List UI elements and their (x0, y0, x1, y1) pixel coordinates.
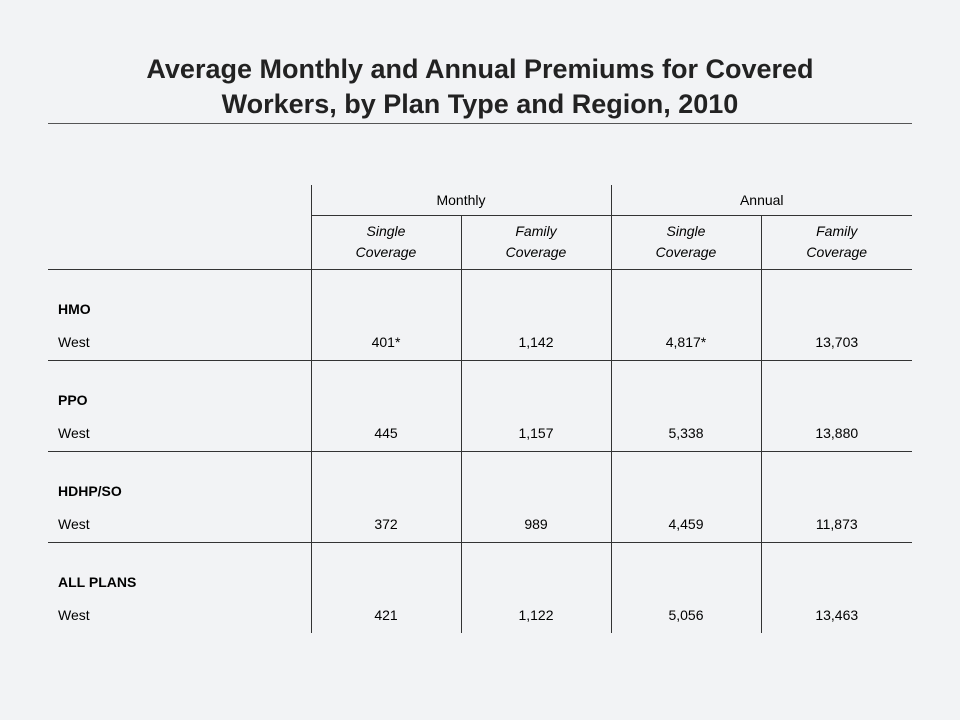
table-cell-empty (610, 451, 761, 506)
column-header-text: Coverage (355, 244, 417, 260)
column-header-text: Family (515, 223, 557, 239)
table-cell-empty (460, 451, 611, 506)
header-corner (48, 185, 311, 215)
table-cell-empty (310, 542, 461, 597)
column-header-text: Coverage (806, 244, 868, 260)
table-cell-value: 5,338 (610, 415, 761, 452)
table-group-row: HMO (48, 269, 912, 324)
table-cell-empty (310, 360, 461, 415)
table-cell-value: 1,122 (460, 597, 611, 633)
table-cell-value: 445 (310, 415, 461, 452)
column-header-text: Coverage (505, 244, 567, 260)
table-cell-value: 13,880 (760, 415, 912, 452)
table-cell-value: 13,463 (760, 597, 912, 633)
table-cell-value: 1,142 (460, 324, 611, 361)
table-cell-empty (610, 542, 761, 597)
column-header-text: Single (666, 223, 706, 239)
column-group-monthly: Monthly (310, 185, 611, 216)
table-cell-empty (460, 269, 611, 324)
table-cell-value: 5,056 (610, 597, 761, 633)
table-cell-value: 4,459 (610, 506, 761, 543)
column-group-annual: Annual (610, 185, 912, 216)
table-cell-empty (610, 360, 761, 415)
column-header-text: Single (366, 223, 406, 239)
table-group-row: HDHP/SO (48, 451, 912, 506)
table-row: West 421 1,122 5,056 13,463 (48, 597, 912, 633)
header-row-columns: Single Coverage Family Coverage Single C… (48, 215, 912, 270)
table-cell-value: 13,703 (760, 324, 912, 361)
column-header-text: Family (816, 223, 858, 239)
table-cell-empty (310, 451, 461, 506)
table-row: West 445 1,157 5,338 13,880 (48, 415, 912, 452)
region-label: West (48, 506, 311, 543)
column-header-monthly-family: Family Coverage (460, 215, 611, 270)
column-header-text: Coverage (655, 244, 717, 260)
table-cell-empty (610, 269, 761, 324)
table-cell-value: 401* (310, 324, 461, 361)
title-divider (48, 123, 912, 124)
table-group-row: PPO (48, 360, 912, 415)
plan-type-label: ALL PLANS (58, 574, 137, 590)
table-cell-value: 372 (310, 506, 461, 543)
table-cell-value: 4,817* (610, 324, 761, 361)
table-cell-value: 421 (310, 597, 461, 633)
table-group-row: ALL PLANS (48, 542, 912, 597)
header-row-groups: Monthly Annual (48, 185, 912, 216)
table-cell-empty (460, 542, 611, 597)
table-cell-value: 11,873 (760, 506, 912, 543)
table-cell-value: 989 (460, 506, 611, 543)
table-cell-empty (760, 360, 912, 415)
region-label: West (58, 607, 90, 623)
chart-title: Average Monthly and Annual Premiums for … (0, 52, 960, 122)
plan-type-label: HMO (58, 301, 91, 317)
table-cell-empty (460, 360, 611, 415)
column-header-monthly-single: Single Coverage (310, 215, 461, 270)
premiums-table: Monthly Annual Single Coverage Family Co… (48, 185, 912, 633)
plan-type-label: PPO (58, 392, 88, 408)
column-header-annual-single: Single Coverage (610, 215, 761, 270)
table-cell-empty (760, 451, 912, 506)
chart-title-line-2: Workers, by Plan Type and Region, 2010 (221, 89, 739, 119)
header-corner-sub (48, 215, 311, 270)
region-label: West (48, 415, 311, 452)
table-row: West 401* 1,142 4,817* 13,703 (48, 324, 912, 361)
column-header-annual-family: Family Coverage (760, 215, 912, 270)
region-label: West (48, 324, 311, 361)
table-cell-empty (310, 269, 461, 324)
plan-type-label: HDHP/SO (58, 483, 122, 499)
table-row: West 372 989 4,459 11,873 (48, 506, 912, 543)
table-cell-value: 1,157 (460, 415, 611, 452)
chart-title-line-1: Average Monthly and Annual Premiums for … (146, 54, 814, 84)
table-cell-empty (760, 269, 912, 324)
table-cell-empty (760, 542, 912, 597)
